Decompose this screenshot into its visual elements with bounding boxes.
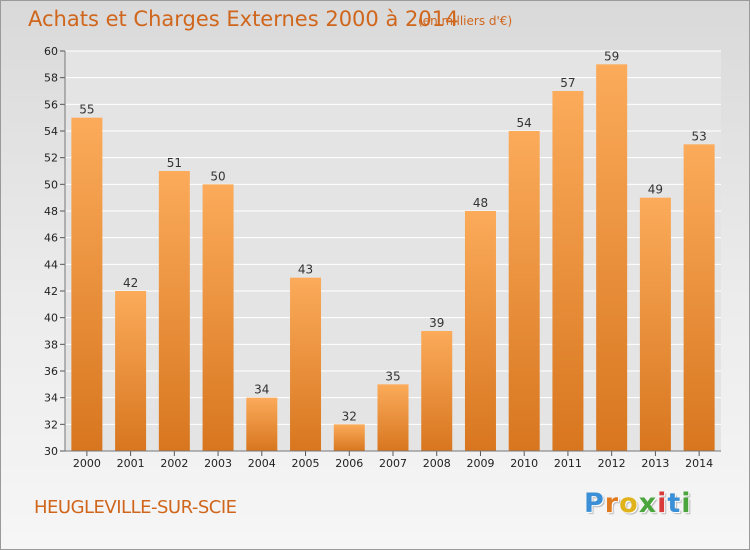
x-tick-label: 2012 bbox=[598, 457, 626, 470]
chart-subtitle: (en milliers d'€) bbox=[418, 14, 513, 28]
y-tick-label: 40 bbox=[44, 312, 58, 325]
y-tick-label: 50 bbox=[44, 178, 58, 191]
bar-2013 bbox=[639, 197, 671, 451]
x-tick-label: 2004 bbox=[248, 457, 276, 470]
logo-letter: r bbox=[604, 488, 620, 519]
x-tick-label: 2007 bbox=[379, 457, 407, 470]
logo-letter: x bbox=[638, 488, 658, 519]
bar-2004 bbox=[246, 397, 278, 451]
x-tick-label: 2002 bbox=[160, 457, 188, 470]
bar-2009 bbox=[464, 211, 496, 451]
bar-2011 bbox=[552, 91, 584, 451]
y-tick-label: 38 bbox=[44, 338, 58, 351]
data-label: 50 bbox=[210, 169, 225, 183]
data-label: 35 bbox=[385, 369, 400, 383]
bar-2007 bbox=[377, 384, 409, 451]
place-name: HEUGLEVILLE-SUR-SCIE bbox=[34, 497, 237, 518]
y-tick-label: 56 bbox=[44, 98, 58, 111]
y-tick-label: 44 bbox=[44, 258, 58, 271]
data-label: 43 bbox=[298, 263, 313, 277]
data-label: 51 bbox=[167, 156, 182, 170]
x-tick-label: 2003 bbox=[204, 457, 232, 470]
y-tick-label: 36 bbox=[44, 365, 58, 378]
y-tick-label: 34 bbox=[44, 392, 58, 405]
data-label: 54 bbox=[517, 116, 532, 130]
data-label: 57 bbox=[560, 76, 575, 90]
x-tick-label: 2005 bbox=[292, 457, 320, 470]
logo-letter: o bbox=[619, 488, 639, 519]
x-tick-label: 2011 bbox=[554, 457, 582, 470]
data-label: 55 bbox=[79, 103, 94, 117]
bar-2001 bbox=[115, 291, 147, 451]
data-label: 53 bbox=[691, 129, 706, 143]
y-tick-label: 54 bbox=[44, 125, 58, 138]
x-tick-label: 2014 bbox=[685, 457, 713, 470]
y-tick-label: 46 bbox=[44, 232, 58, 245]
y-tick-label: 30 bbox=[44, 445, 58, 458]
logo-letter: P bbox=[584, 488, 605, 519]
logo-letter: i bbox=[681, 488, 692, 519]
data-label: 39 bbox=[429, 316, 444, 330]
x-tick-label: 2006 bbox=[335, 457, 363, 470]
x-tick-label: 2001 bbox=[117, 457, 145, 470]
logo-letter: t bbox=[667, 488, 682, 519]
chart-title: Achats et Charges Externes 2000 à 2014 bbox=[28, 7, 459, 31]
data-label: 49 bbox=[648, 183, 663, 197]
logo-letter: i bbox=[657, 488, 668, 519]
data-labels: 55 42 51 50 34 43 32 35 39 48 54 57 59 49 53 bbox=[79, 49, 707, 423]
data-label: 59 bbox=[604, 49, 619, 63]
x-tick-label: 2009 bbox=[466, 457, 494, 470]
bar-2014 bbox=[683, 144, 715, 452]
bar-2008 bbox=[421, 331, 453, 451]
data-label: 34 bbox=[254, 383, 269, 397]
bar-2006 bbox=[333, 424, 365, 451]
bar-2002 bbox=[158, 171, 190, 451]
data-label: 42 bbox=[123, 276, 138, 290]
bar-2012 bbox=[596, 64, 628, 452]
y-tick-label: 58 bbox=[44, 72, 58, 85]
x-tick-label: 2013 bbox=[641, 457, 669, 470]
y-axis: 30 32 34 36 38 40 42 44 46 48 50 52 54 56 58 60 bbox=[44, 45, 66, 458]
x-tick-label: 2000 bbox=[73, 457, 101, 470]
bar-2005 bbox=[290, 277, 322, 451]
bar-2000 bbox=[71, 117, 103, 452]
x-tick-label: 2008 bbox=[423, 457, 451, 470]
x-tick-label: 2010 bbox=[510, 457, 538, 470]
y-tick-label: 32 bbox=[44, 418, 58, 431]
data-label: 32 bbox=[342, 409, 357, 423]
bar-2003 bbox=[202, 184, 234, 452]
y-tick-label: 48 bbox=[44, 205, 58, 218]
y-tick-label: 52 bbox=[44, 152, 58, 165]
bars bbox=[71, 64, 715, 452]
x-axis: 2000 2001 2002 2003 2004 2005 2006 2007 2008 2009… bbox=[65, 450, 721, 470]
y-tick-label: 60 bbox=[44, 45, 58, 58]
proxiti-logo: Proxiti bbox=[584, 488, 692, 519]
bar-2010 bbox=[508, 131, 540, 451]
y-tick-label: 42 bbox=[44, 285, 58, 298]
data-label: 48 bbox=[473, 196, 488, 210]
